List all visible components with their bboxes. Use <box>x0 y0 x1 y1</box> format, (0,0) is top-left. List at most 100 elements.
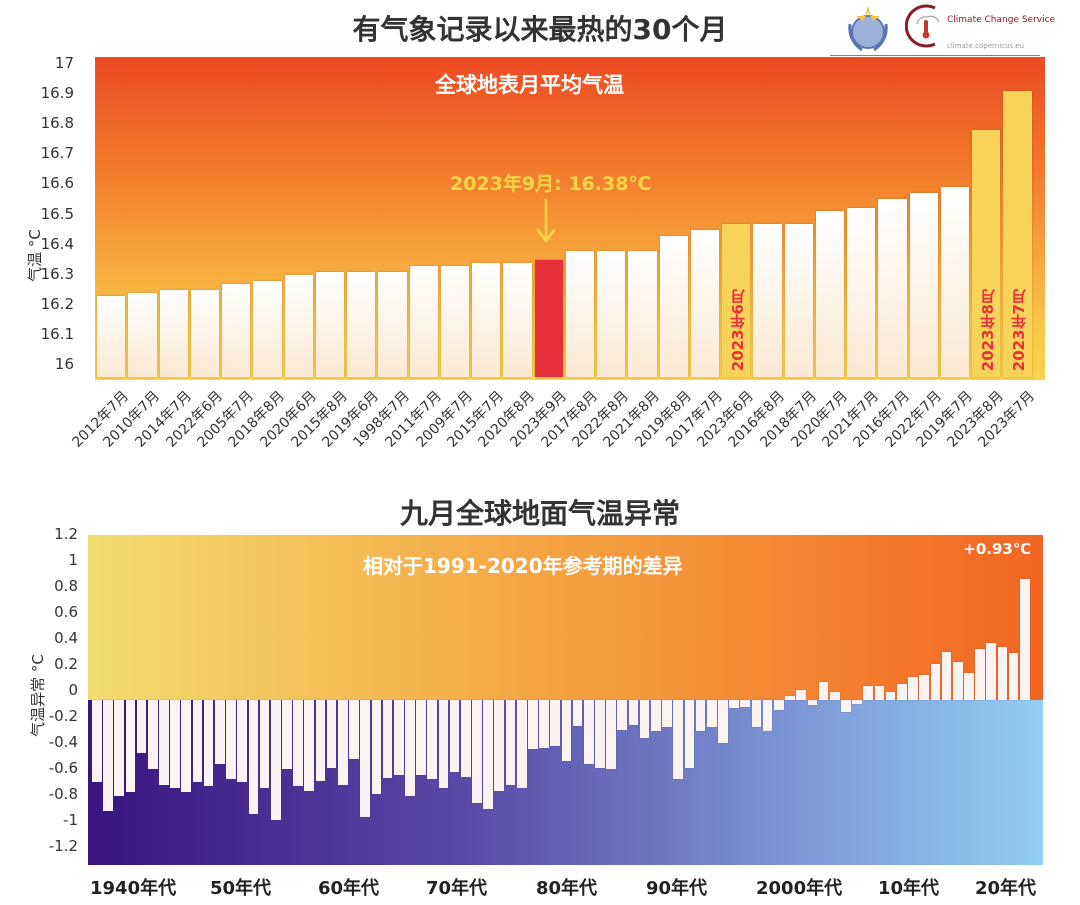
y-tick-label: 0 <box>68 681 78 699</box>
down-arrow-icon <box>536 199 556 244</box>
bar <box>818 681 829 700</box>
bar <box>440 265 469 377</box>
x-decade-label: 70年代 <box>426 878 488 899</box>
x-decade-label: 90年代 <box>646 878 708 899</box>
bar <box>628 250 657 377</box>
bar <box>930 663 941 700</box>
bar <box>651 700 661 732</box>
bottom-plot-warm-area: 相对于1991-2020年参考期的差异 +0.93℃ <box>88 535 1043 700</box>
y-tick-label: 16.1 <box>40 324 74 343</box>
bar <box>729 700 739 708</box>
bar <box>503 262 532 377</box>
bar <box>360 700 370 817</box>
bar <box>147 700 158 769</box>
bar <box>159 700 169 785</box>
bar <box>315 271 344 377</box>
bar <box>785 696 795 700</box>
y-tick-label: 0.2 <box>54 655 78 673</box>
bar <box>550 700 561 746</box>
y-tick-label: 16.5 <box>40 204 74 223</box>
y-tick-label: 1 <box>68 551 78 569</box>
current-month-annotation: 2023年9月: 16.38℃ <box>450 173 652 195</box>
bar <box>270 700 281 820</box>
y-tick-label: -0.4 <box>48 733 78 751</box>
bar <box>349 700 359 759</box>
bar <box>941 651 952 700</box>
bar <box>214 700 225 764</box>
bar <box>740 700 751 707</box>
bar <box>159 289 188 377</box>
bar <box>796 689 806 700</box>
y-tick-label: 0.6 <box>54 603 78 621</box>
y-tick-label: -1 <box>63 811 78 829</box>
bottom-chart-subtitle: 相对于1991-2020年参考期的差异 <box>363 554 683 578</box>
bar <box>326 700 337 768</box>
bar <box>128 292 157 377</box>
bar <box>170 700 180 789</box>
bar <box>1019 579 1030 700</box>
bar <box>181 700 192 793</box>
bar <box>347 271 376 377</box>
bar <box>773 700 784 711</box>
x-decade-label: 80年代 <box>536 878 598 899</box>
bar <box>438 700 449 789</box>
bar <box>628 700 639 725</box>
bar <box>815 211 844 377</box>
bar <box>885 692 896 700</box>
bar <box>539 700 549 749</box>
bar <box>284 274 313 377</box>
bar-inline-label: 2023年7月 <box>1010 288 1029 371</box>
bar <box>92 700 102 782</box>
bar <box>528 700 538 750</box>
bar <box>337 700 348 785</box>
y-tick-label: 16.2 <box>40 294 74 313</box>
bar <box>673 700 684 780</box>
y-tick-label: 16.9 <box>40 84 74 103</box>
bar <box>226 700 236 780</box>
bar <box>409 265 438 377</box>
bar <box>378 271 407 377</box>
bar <box>114 700 125 797</box>
bar <box>718 700 728 743</box>
bar: 2023年6月 <box>722 223 751 377</box>
bar <box>829 692 840 700</box>
bar-inline-label: 2023年6月 <box>729 288 747 371</box>
bar <box>874 685 885 700</box>
x-decade-label: 2000年代 <box>756 878 843 899</box>
bar <box>908 676 918 700</box>
bar <box>919 675 929 700</box>
bar <box>449 700 460 772</box>
bar <box>304 700 315 791</box>
bar <box>986 642 997 700</box>
bar <box>565 250 594 377</box>
bar <box>282 700 292 769</box>
bar <box>516 700 527 789</box>
bar <box>190 289 219 377</box>
bar <box>690 229 719 377</box>
bar <box>852 700 862 704</box>
bar <box>427 700 438 780</box>
bar <box>1008 653 1019 700</box>
bar <box>878 199 907 377</box>
bar <box>222 283 251 377</box>
bar <box>841 700 851 712</box>
bar <box>259 700 270 789</box>
x-decade-label: 20年代 <box>975 878 1037 899</box>
bar <box>952 662 963 700</box>
thermometer-cloud-icon <box>905 4 940 48</box>
bar <box>505 700 516 785</box>
bar: 2023年8月 <box>972 130 1001 377</box>
bar <box>460 700 471 777</box>
bar <box>483 700 493 810</box>
bar <box>964 672 974 700</box>
y-tick-label: -0.8 <box>48 785 78 803</box>
copernicus-logo: Climate Change Service climate.copernicu… <box>905 4 1075 52</box>
bar <box>192 700 203 782</box>
y-tick-label: 0.4 <box>54 629 78 647</box>
y-tick-label: 17 <box>54 54 74 72</box>
y-tick-label: 0.8 <box>54 577 78 595</box>
latest-anomaly-annotation: +0.93℃ <box>963 540 1031 558</box>
y-tick-label: -0.2 <box>48 707 78 725</box>
bar <box>807 700 818 706</box>
bar <box>659 235 688 377</box>
